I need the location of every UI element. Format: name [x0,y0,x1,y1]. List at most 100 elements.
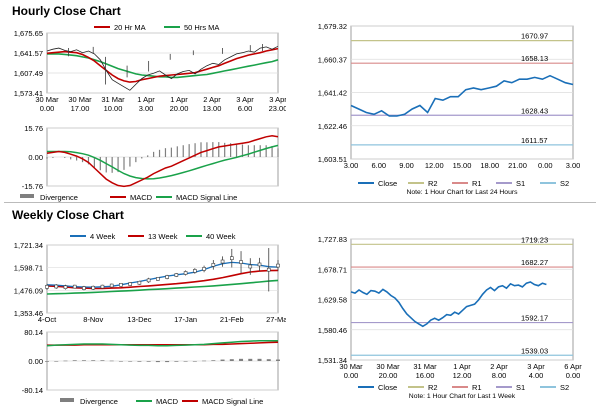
series-close [46,45,279,91]
divergence-bar [137,361,142,362]
legend-label: R2 [428,179,438,188]
candle-body [119,283,123,287]
y-tick-label: 1,476.09 [14,286,43,295]
x-tick-label: 17.00 [71,104,90,113]
y-tick-label: 1,675.65 [14,29,43,38]
candle-body [248,264,253,269]
legend-label: S1 [516,383,525,392]
pivot-label-s1: 1628.43 [521,106,548,115]
series-macd-signal [47,144,279,180]
candle-body [202,267,206,271]
candle-body [257,262,262,267]
candle-body [128,282,132,286]
candle-body [72,284,77,289]
x-tick-label: 31 Mar [101,95,125,104]
weekly-section-title: Weekly Close Chart [12,208,124,222]
legend-label: MACD [156,397,179,406]
candle-body [239,260,243,264]
x-tick-label: 15.00 [453,161,472,170]
divergence-bar [72,360,77,361]
pivot-label-r2: 1670.97 [521,32,548,41]
divergence-bar [248,358,253,361]
hourly-price-chart: 1,675.65 1,641.57 1,607.49 1,573.41 20 Hr MA… [14,23,286,113]
x-tick-label: 20.00 [170,104,189,113]
divergence-bar [174,361,179,362]
x-tick-label: 20.00 [379,371,398,380]
y-tick-label: 1,531.34 [318,356,347,365]
x-tick-label: 21.00 [508,161,527,170]
legend-label: 13 Week [148,232,178,241]
divergence-bar [239,358,244,361]
x-tick-label: 3.00 [344,161,359,170]
candle-body [146,278,151,283]
x-tick-label: 21-Feb [220,315,244,324]
candle-body [183,271,188,275]
x-tick-label: 1 Apr [170,95,188,104]
divergence-bar [91,360,96,361]
legend-swatch [60,398,74,402]
legend-label: 20 Hr MA [114,23,146,32]
x-tick-label: 30 Mar [35,95,59,104]
x-tick-label: 1 Apr [137,95,155,104]
x-tick-label: 13-Dec [127,315,151,324]
y-tick-label: 1,641.42 [318,89,347,98]
weekly-price-chart: 1,721.34 1,598.71 1,476.09 1,353.46 4 Week 13… [14,232,286,324]
candle-body [230,256,234,260]
y-tick-label: 1,678.71 [318,265,347,274]
legend-label: R1 [472,383,482,392]
divergence-bar [202,360,207,362]
pivot-label-r1: 1682.27 [521,258,548,267]
pivot-label-r1: 1658.13 [521,54,548,63]
x-tick-label: 0.00 [566,371,581,380]
y-tick-label: 1,622.46 [318,122,347,131]
x-tick-label: 3 Apr [527,362,545,371]
y-tick-label: 80.14 [24,328,43,337]
legend-label: 50 Hrs MA [184,23,219,32]
divergence-bar [109,360,114,362]
hourly-close-pivot-chart: 1,679.32 1,660.37 1,641.42 1,622.46 1,603.51… [318,22,581,196]
divergence-bar [211,360,216,361]
y-tick-label: 1,353.46 [14,309,43,318]
legend-label: Close [378,179,397,188]
x-tick-label: 1 Apr [453,362,471,371]
y-tick-label: 0.00 [28,153,43,162]
legend-label: S1 [516,179,525,188]
candle-body [276,263,280,268]
x-tick-label: 3.00 [566,161,581,170]
candle-body [193,269,197,273]
candle-body [220,259,225,264]
x-tick-label: 8-Nov [83,315,103,324]
y-tick-label: 1,721.34 [14,241,43,250]
candle-body [137,280,142,285]
x-tick-label: 3 Apr [236,95,254,104]
x-tick-label: 13.00 [203,104,222,113]
legend-label: Close [378,383,397,392]
y-tick-label: 0.00 [28,357,43,366]
x-tick-label: 8.00 [492,371,507,380]
divergence-bar [146,361,151,362]
x-tick-label: 4.00 [529,371,544,380]
candle-body [63,285,68,290]
y-tick-label: -80.14 [22,386,43,395]
legend-label: Divergence [40,193,78,202]
x-tick-label: 30 Mar [376,362,400,371]
legend-label: R2 [428,383,438,392]
divergence-bar [128,361,133,362]
divergence-bar [183,361,188,362]
legend-label: 40 Week [206,232,236,241]
divergence-bar [276,359,280,361]
candle-body [174,273,179,277]
y-tick-label: 1,629.58 [318,296,347,305]
divergence-bar [81,360,86,361]
divergence-bar [266,359,271,361]
hourly-section-title: Hourly Close Chart [12,4,121,18]
pivot-label-r2: 1719.23 [521,235,548,244]
y-tick-label: 1,679.32 [318,22,347,31]
y-tick-label: 1,727.83 [318,235,347,244]
x-tick-label: 30 Mar [339,362,363,371]
legend-label: MACD [130,193,153,202]
x-tick-label: 12.00 [453,371,472,380]
y-tick-label: 1,580.46 [318,326,347,335]
x-tick-label: 6.00 [371,161,386,170]
x-tick-label: 0.00 [40,104,55,113]
